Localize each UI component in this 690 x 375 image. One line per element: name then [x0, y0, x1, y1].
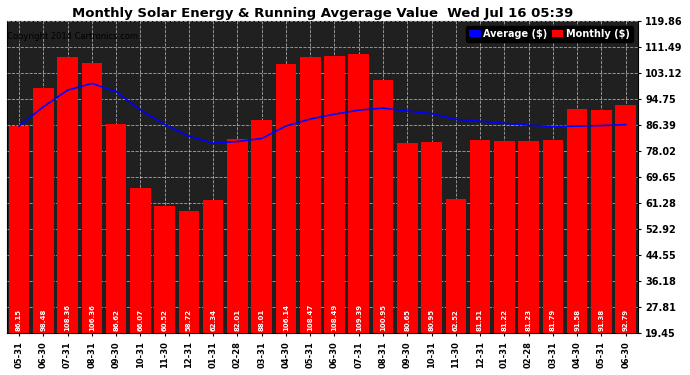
Bar — [566, 109, 587, 333]
Bar — [300, 57, 321, 333]
Text: 62.34: 62.34 — [210, 309, 216, 331]
Bar — [33, 88, 54, 333]
Text: 81.23: 81.23 — [526, 309, 531, 331]
Text: 66.07: 66.07 — [137, 309, 144, 331]
Bar — [227, 139, 248, 333]
Bar — [276, 64, 296, 333]
Text: 60.52: 60.52 — [161, 309, 168, 331]
Title: Monthly Solar Energy & Running Avgerage Value  Wed Jul 16 05:39: Monthly Solar Energy & Running Avgerage … — [72, 7, 573, 20]
Text: 86.15: 86.15 — [16, 309, 22, 331]
Bar — [106, 124, 126, 333]
Bar — [518, 141, 539, 333]
Text: 106.36: 106.36 — [89, 304, 95, 331]
Bar — [373, 80, 393, 333]
Text: 81.22: 81.22 — [502, 309, 507, 331]
Text: 91.58: 91.58 — [574, 309, 580, 331]
Text: 98.48: 98.48 — [40, 309, 46, 331]
Bar — [421, 142, 442, 333]
Text: 108.47: 108.47 — [307, 304, 313, 331]
Text: 80.65: 80.65 — [404, 309, 411, 331]
Bar — [470, 140, 491, 333]
Text: 62.52: 62.52 — [453, 309, 459, 331]
Bar — [446, 200, 466, 333]
Bar — [155, 206, 175, 333]
Legend: Average ($), Monthly ($): Average ($), Monthly ($) — [466, 26, 633, 42]
Bar — [9, 126, 30, 333]
Text: 82.01: 82.01 — [235, 309, 240, 331]
Text: 109.39: 109.39 — [356, 304, 362, 331]
Text: 80.95: 80.95 — [428, 309, 435, 331]
Text: 108.36: 108.36 — [65, 304, 70, 331]
Bar — [397, 143, 417, 333]
Text: 91.38: 91.38 — [598, 309, 604, 331]
Bar — [494, 141, 515, 333]
Text: 106.14: 106.14 — [283, 304, 289, 331]
Bar — [542, 140, 563, 333]
Text: 86.62: 86.62 — [113, 309, 119, 331]
Text: 108.49: 108.49 — [331, 304, 337, 331]
Bar — [81, 63, 102, 333]
Text: 100.95: 100.95 — [380, 304, 386, 331]
Bar — [57, 57, 78, 333]
Text: 58.72: 58.72 — [186, 309, 192, 331]
Bar — [179, 211, 199, 333]
Text: 81.79: 81.79 — [550, 309, 556, 331]
Bar — [591, 110, 612, 333]
Bar — [203, 200, 224, 333]
Bar — [324, 57, 345, 333]
Text: 81.51: 81.51 — [477, 309, 483, 331]
Text: Copyright 2014 Cartronics.com: Copyright 2014 Cartronics.com — [7, 32, 138, 41]
Bar — [348, 54, 369, 333]
Bar — [130, 188, 150, 333]
Text: 88.01: 88.01 — [259, 309, 265, 331]
Bar — [615, 105, 636, 333]
Bar — [251, 120, 272, 333]
Text: 92.79: 92.79 — [622, 309, 629, 331]
